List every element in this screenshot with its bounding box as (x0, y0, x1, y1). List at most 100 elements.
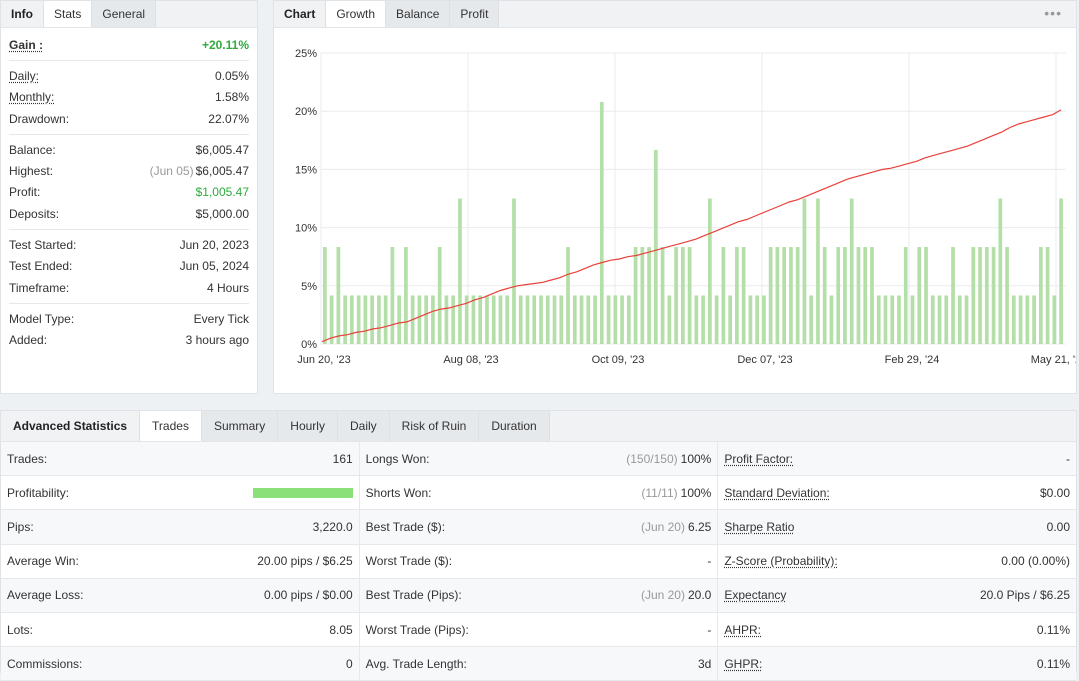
profit-bar (742, 247, 746, 344)
tab-advanced-statistics[interactable]: Advanced Statistics (1, 411, 140, 441)
tab-summary[interactable]: Summary (202, 411, 278, 441)
profit-bar (667, 295, 671, 344)
divider (9, 229, 249, 230)
profit-bar (424, 295, 428, 344)
best-trade-usd-label: Best Trade ($): (366, 520, 445, 534)
profit-factor-label[interactable]: Profit Factor: (724, 452, 793, 466)
table-row: Average Win: 20.00 pips / $6.25 (1, 545, 359, 579)
z-score-label[interactable]: Z-Score (Probability): (724, 554, 837, 568)
table-row: Longs Won: (150/150) 100% (360, 442, 718, 476)
tab-growth[interactable]: Growth (326, 1, 386, 27)
commissions-label: Commissions: (7, 657, 82, 671)
deposits-row: Deposits: $5,000.00 (9, 203, 249, 224)
deposits-label: Deposits: (9, 207, 59, 221)
ahpr-label[interactable]: AHPR: (724, 623, 761, 637)
tab-duration[interactable]: Duration (479, 411, 549, 441)
dots-icon[interactable]: ••• (1044, 5, 1062, 21)
profitability-label: Profitability: (7, 486, 69, 500)
shorts-won-count: (11/11) (641, 486, 677, 500)
profit-bar (836, 247, 840, 344)
profit-bar (843, 247, 847, 344)
tab-profit[interactable]: Profit (450, 1, 499, 27)
profit-bar (965, 295, 969, 344)
pips-label: Pips: (7, 520, 34, 534)
highest-label: Highest: (9, 164, 53, 178)
standard-deviation-label[interactable]: Standard Deviation: (724, 486, 829, 500)
tab-info[interactable]: Info (1, 1, 44, 27)
y-tick-label: 10% (295, 223, 317, 235)
profit-bar (762, 295, 766, 344)
lots-value: 8.05 (329, 623, 352, 637)
chart-bars (323, 102, 1063, 344)
model-type-row: Model Type: Every Tick (9, 308, 249, 329)
commissions-value: 0 (346, 657, 353, 671)
profit-bar (755, 295, 759, 344)
highest-value-wrap: (Jun 05) $6,005.47 (150, 164, 249, 178)
table-row: Lots: 8.05 (1, 613, 359, 647)
model-type-value: Every Tick (194, 312, 249, 326)
daily-value: 0.05% (215, 69, 249, 83)
test-ended-value: Jun 05, 2024 (180, 259, 249, 273)
profit-bar (404, 247, 408, 344)
best-trade-usd-date: (Jun 20) (641, 520, 685, 534)
tab-trades[interactable]: Trades (140, 411, 202, 441)
tab-general[interactable]: General (92, 1, 156, 27)
table-row: Sharpe Ratio 0.00 (718, 510, 1076, 544)
tab-stats[interactable]: Stats (44, 1, 92, 27)
advanced-tabs: Advanced Statistics Trades Summary Hourl… (1, 411, 1076, 442)
table-row: Worst Trade ($): - (360, 545, 718, 579)
sharpe-ratio-label[interactable]: Sharpe Ratio (724, 520, 794, 534)
profit-bar (485, 295, 489, 344)
profit-bar (931, 295, 935, 344)
profit-bar (377, 295, 381, 344)
tab-chart[interactable]: Chart (274, 1, 326, 27)
table-row: Profit Factor: - (718, 442, 1076, 476)
profit-bar (870, 247, 874, 344)
avg-trade-length-label: Avg. Trade Length: (366, 657, 467, 671)
longs-won-value-wrap: (150/150) 100% (626, 452, 711, 466)
profit-bar (735, 247, 739, 344)
table-row: Expectancy 20.0 Pips / $6.25 (718, 579, 1076, 613)
profit-bar (634, 247, 638, 344)
best-trade-pips-value: 20.0 (688, 588, 711, 602)
profit-bar (357, 295, 361, 344)
profit-bar (789, 247, 793, 344)
profit-bar (492, 295, 496, 344)
gain-label[interactable]: Gain : (9, 38, 43, 52)
profit-bar (640, 247, 644, 344)
monthly-label[interactable]: Monthly: (9, 90, 54, 104)
tab-daily[interactable]: Daily (338, 411, 390, 441)
expectancy-label[interactable]: Expectancy (724, 588, 786, 602)
table-row: Worst Trade (Pips): - (360, 613, 718, 647)
table-row: Trades: 161 (1, 442, 359, 476)
timeframe-value: 4 Hours (207, 281, 249, 295)
profit-bar (749, 295, 753, 344)
stats-column-1: Trades: 161 Profitability: Pips: 3,220.0 A… (1, 442, 360, 681)
table-row: GHPR: 0.11% (718, 647, 1076, 681)
profit-bar (917, 247, 921, 344)
lots-label: Lots: (7, 623, 33, 637)
test-started-value: Jun 20, 2023 (180, 238, 249, 252)
profit-bar (526, 295, 530, 344)
best-trade-usd-value: 6.25 (688, 520, 711, 534)
table-row: Pips: 3,220.0 (1, 510, 359, 544)
profit-factor-value: - (1066, 452, 1070, 466)
tab-hourly[interactable]: Hourly (278, 411, 338, 441)
balance-label: Balance: (9, 143, 56, 157)
divider (9, 134, 249, 135)
profit-bar (580, 295, 584, 344)
profit-bar (593, 295, 597, 344)
profit-bar (586, 295, 590, 344)
table-row: Average Loss: 0.00 pips / $0.00 (1, 579, 359, 613)
tab-risk-of-ruin[interactable]: Risk of Ruin (390, 411, 480, 441)
ghpr-label[interactable]: GHPR: (724, 657, 762, 671)
table-row: Shorts Won: (11/11) 100% (360, 476, 718, 510)
tab-balance[interactable]: Balance (386, 1, 450, 27)
drawdown-value: 22.07% (208, 112, 249, 126)
daily-label[interactable]: Daily: (9, 69, 39, 83)
y-tick-label: 0% (301, 339, 317, 351)
profit-bar (1046, 247, 1050, 344)
growth-chart: 0%5%10%15%20%25%Jun 20, '23 Aug 08, '23 Oc… (274, 28, 1076, 393)
average-win-label: Average Win: (7, 554, 79, 568)
profit-bar (857, 247, 861, 344)
